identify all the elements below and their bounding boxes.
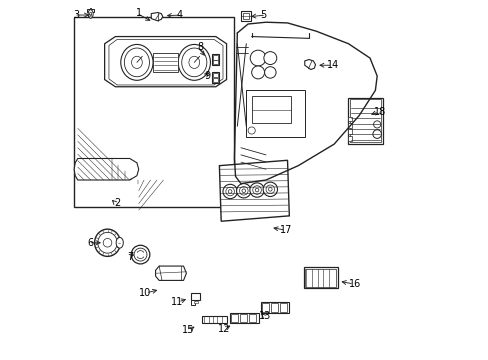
Bar [89,8,91,17]
Bar [191,300,195,305]
Ellipse shape [182,48,206,77]
Ellipse shape [255,188,258,192]
Bar [242,13,249,19]
Bar [348,136,351,140]
Ellipse shape [121,44,153,80]
Text: 8: 8 [197,42,203,52]
Text: 11: 11 [171,297,183,307]
Ellipse shape [188,56,199,68]
Ellipse shape [249,183,264,197]
Ellipse shape [251,66,264,79]
Ellipse shape [134,248,147,261]
Bar [211,54,219,65]
Text: 1: 1 [136,8,142,18]
Ellipse shape [268,188,271,191]
Bar [260,302,289,313]
Text: 14: 14 [326,60,339,70]
Ellipse shape [264,51,276,64]
Ellipse shape [373,121,380,128]
Polygon shape [109,40,223,85]
Ellipse shape [131,56,142,68]
Ellipse shape [131,245,149,264]
Ellipse shape [116,237,123,248]
Ellipse shape [94,229,120,256]
Ellipse shape [250,50,265,66]
Bar [212,73,218,77]
Bar [240,314,247,322]
Polygon shape [104,37,226,87]
Polygon shape [74,158,139,180]
Ellipse shape [88,10,93,18]
Ellipse shape [263,182,277,197]
Bar [348,123,351,128]
Ellipse shape [239,186,247,195]
Bar [251,96,290,123]
Text: 13: 13 [258,311,270,321]
Bar [153,53,178,72]
Bar [279,303,286,312]
Polygon shape [304,59,315,69]
Text: 17: 17 [280,225,292,235]
Bar [246,90,305,137]
Text: 10: 10 [139,288,151,298]
Bar [348,130,351,134]
Polygon shape [219,160,289,221]
Text: 9: 9 [204,71,210,81]
Ellipse shape [264,67,276,78]
Bar [249,314,256,322]
Ellipse shape [223,184,237,199]
Ellipse shape [247,127,255,134]
Bar [74,17,233,207]
Text: 12: 12 [217,324,230,334]
Ellipse shape [225,187,234,196]
Text: 5: 5 [260,10,266,20]
Ellipse shape [103,238,112,247]
Bar [212,55,218,59]
Ellipse shape [98,232,117,253]
Bar [348,117,351,121]
Bar [305,269,336,287]
Bar [261,303,268,312]
Bar [303,267,337,288]
Bar [241,11,250,21]
Polygon shape [151,13,163,21]
Text: 2: 2 [114,198,121,208]
Bar [230,313,258,323]
Ellipse shape [265,185,274,194]
Bar [193,301,198,303]
Text: 15: 15 [182,325,194,335]
Text: 18: 18 [373,107,385,117]
Ellipse shape [252,186,261,194]
Ellipse shape [178,44,210,80]
Text: 7: 7 [127,252,133,262]
Bar [349,99,380,142]
Bar [87,9,94,12]
Text: 16: 16 [348,279,360,289]
Bar [231,314,238,322]
Ellipse shape [242,189,245,193]
Bar [202,316,226,323]
Bar [191,293,200,301]
Text: 6: 6 [87,238,94,248]
Ellipse shape [228,190,231,193]
Ellipse shape [372,130,381,138]
Polygon shape [155,266,186,280]
Ellipse shape [89,12,92,16]
Bar [212,78,218,82]
Text: 3: 3 [73,10,80,20]
Bar [348,98,382,144]
Ellipse shape [236,184,250,198]
Bar [211,72,219,83]
Bar [270,303,277,312]
Text: 4: 4 [176,10,182,20]
Ellipse shape [124,48,149,77]
Bar [212,60,218,64]
